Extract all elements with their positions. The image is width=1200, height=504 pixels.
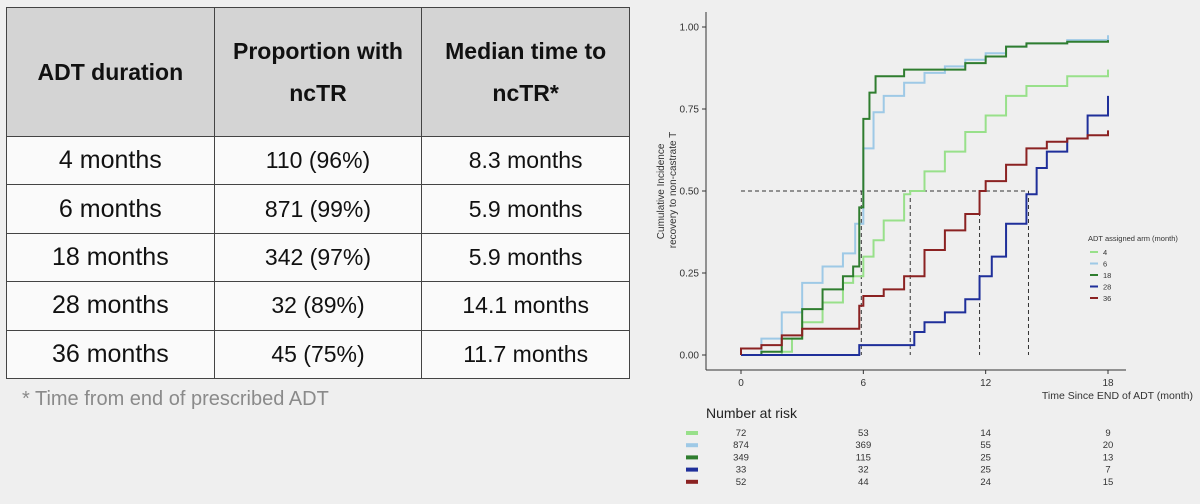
- table-header-row: ADT duration Proportion with ncTR Median…: [6, 7, 630, 137]
- cell-proportion: 110 (96%): [213, 135, 423, 186]
- median-reference-lines: [741, 190, 1029, 355]
- risk-count: 24: [980, 477, 991, 488]
- table-row: 36 months 45 (75%) 11.7 months: [6, 329, 630, 380]
- x-tick-label: 0: [738, 378, 744, 389]
- cell-proportion: 342 (97%): [213, 232, 423, 283]
- legend-label-4: 4: [1103, 248, 1107, 257]
- risk-count: 13: [1103, 452, 1114, 463]
- risk-count: 44: [858, 477, 869, 488]
- table-row: 28 months 32 (89%) 14.1 months: [6, 281, 630, 331]
- risk-row-swatch-18: [686, 455, 698, 460]
- risk-count: 874: [733, 440, 749, 451]
- risk-count: 115: [856, 452, 871, 463]
- header-adt-duration: ADT duration: [6, 7, 215, 137]
- cell-proportion: 871 (99%): [213, 184, 423, 234]
- cell-median: 14.1 months: [421, 281, 630, 331]
- risk-count: 32: [858, 465, 869, 476]
- cell-median: 11.7 months: [421, 329, 630, 380]
- series-line-4: [741, 69, 1109, 356]
- y-tick-label: 0.75: [680, 105, 700, 116]
- risk-count: 369: [855, 440, 871, 451]
- risk-row-swatch-6: [686, 443, 698, 448]
- risk-count: 25: [980, 452, 991, 463]
- y-axis-label: Cumulative Incidence recovery to non-cas…: [656, 132, 679, 249]
- x-axis-label: Time Since END of ADT (month): [1042, 390, 1193, 402]
- series-line-28: [741, 95, 1109, 356]
- cell-duration: 4 months: [6, 135, 215, 186]
- legend-label-6: 6: [1103, 260, 1107, 269]
- risk-count: 52: [736, 477, 747, 488]
- risk-table: 72 53 14 9 874 369 55 20 349 115 25 13 33 32 25 7 52 44 24…: [686, 428, 1113, 488]
- risk-row-swatch-28: [686, 467, 698, 472]
- risk-count: 25: [980, 465, 991, 476]
- y-tick-label: 0.50: [680, 187, 700, 198]
- legend-label-18: 18: [1103, 271, 1111, 280]
- risk-count: 7: [1105, 465, 1110, 476]
- x-tick-label: 12: [980, 378, 992, 389]
- table-row: 6 months 871 (99%) 5.9 months: [6, 184, 630, 234]
- risk-count: 349: [733, 452, 749, 463]
- risk-count: 53: [858, 428, 869, 439]
- cell-median: 5.9 months: [421, 232, 630, 283]
- risk-count: 72: [736, 428, 747, 439]
- legend-label-28: 28: [1103, 283, 1111, 292]
- series-line-6: [741, 35, 1109, 356]
- y-tick-label: 0.00: [680, 351, 700, 362]
- cell-proportion: 45 (75%): [213, 329, 423, 380]
- results-table: ADT duration Proportion with ncTR Median…: [6, 7, 630, 380]
- legend: ADT assigned arm (month) 4 6 18 28 36: [1088, 234, 1178, 303]
- series-group: [740, 35, 1109, 356]
- table-row: 18 months 342 (97%) 5.9 months: [6, 232, 630, 283]
- y-tick-label: 0.25: [680, 269, 700, 280]
- y-axis-label-line1: Cumulative Incidence: [656, 143, 667, 239]
- risk-count: 14: [980, 428, 991, 439]
- cell-duration: 28 months: [6, 281, 215, 331]
- risk-row-swatch-36: [686, 479, 698, 484]
- risk-count: 33: [736, 465, 747, 476]
- cell-duration: 18 months: [6, 232, 215, 283]
- series-line-18: [741, 40, 1109, 356]
- risk-count: 55: [980, 440, 991, 451]
- risk-row-swatch-4: [686, 431, 698, 435]
- cell-median: 5.9 months: [421, 184, 630, 234]
- y-tick-label: 1.00: [680, 23, 700, 34]
- table-row: 4 months 110 (96%) 8.3 months: [6, 135, 630, 186]
- cell-duration: 36 months: [6, 329, 215, 380]
- cell-median: 8.3 months: [421, 135, 630, 186]
- risk-table-title: Number at risk: [706, 405, 798, 421]
- header-proportion: Proportion with ncTR: [213, 7, 423, 137]
- header-median-time: Median time to ncTR*: [421, 7, 630, 137]
- axes: 0.00 0.25 0.50 0.75 1.00 0 6 12 18: [680, 12, 1126, 389]
- risk-count: 20: [1103, 440, 1114, 451]
- cell-duration: 6 months: [6, 184, 215, 234]
- cumulative-incidence-chart: Cumulative Incidence recovery to non-cas…: [656, 12, 1193, 488]
- legend-label-36: 36: [1103, 294, 1111, 303]
- y-axis-label-line2: recovery to non-castrate T: [668, 132, 679, 249]
- legend-title: ADT assigned arm (month): [1088, 234, 1178, 243]
- x-tick-label: 6: [861, 378, 867, 389]
- cell-proportion: 32 (89%): [213, 281, 423, 331]
- x-tick-label: 18: [1102, 378, 1114, 389]
- series-line-36: [740, 130, 1109, 355]
- risk-count: 15: [1103, 477, 1114, 488]
- footnote: * Time from end of prescribed ADT: [22, 388, 329, 410]
- risk-count: 9: [1105, 428, 1110, 439]
